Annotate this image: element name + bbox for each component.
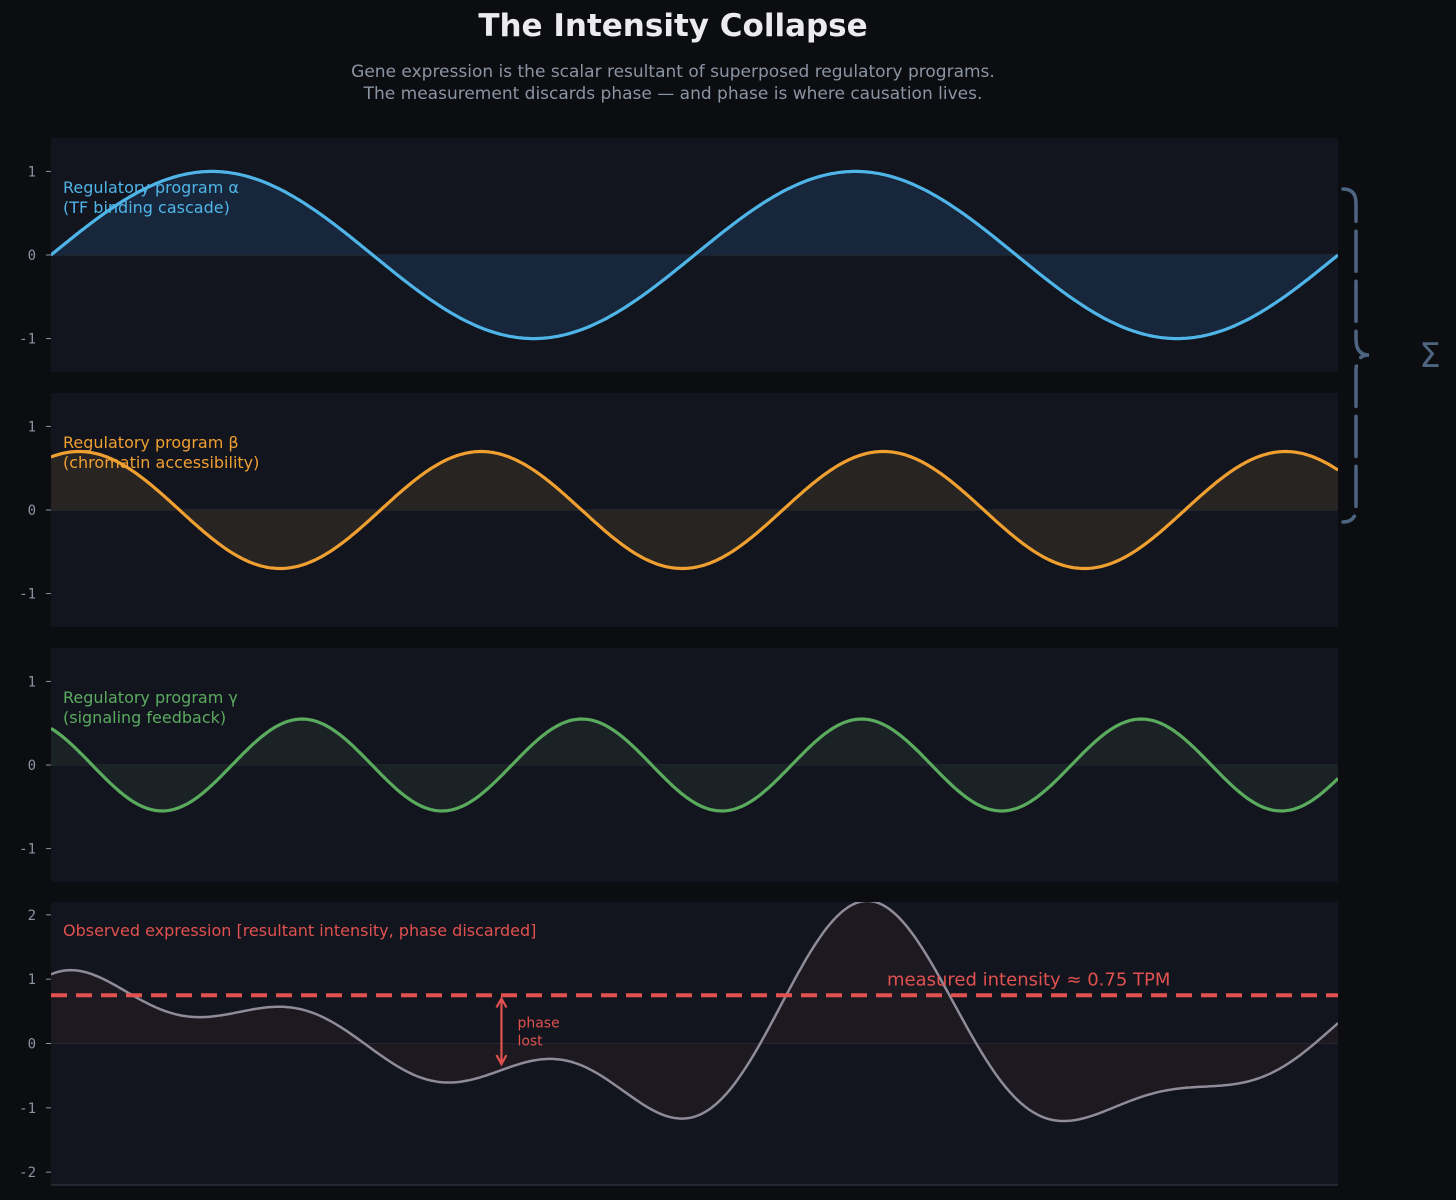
y-tick-label-observed-2: 0: [28, 1037, 36, 1053]
panel-label-alpha-1: (TF binding cascade): [63, 198, 230, 217]
y-tick-label-observed-0: 2: [28, 908, 36, 924]
phase-lost-label-1: lost: [517, 1034, 543, 1050]
panel-label-observed-0: Observed expression [resultant intensity…: [63, 921, 536, 940]
series-line-gamma: [51, 717, 1338, 813]
y-tick-label-alpha-1: 0: [28, 248, 36, 264]
measured-intensity-label: measured intensity ≈ 0.75 TPM: [887, 969, 1170, 990]
y-tick-label-alpha-0: 1: [28, 164, 36, 180]
sum-brace: [1341, 187, 1370, 524]
panel-label-beta-0: Regulatory program β: [63, 433, 239, 452]
phase-lost-arrow-head-bottom: [495, 1054, 508, 1067]
chart-subtitle-line-1: Gene expression is the scalar resultant …: [351, 62, 995, 82]
sum-symbol: Σ: [1419, 336, 1440, 376]
y-tick-label-observed-3: -1: [19, 1101, 36, 1117]
panel-gamma: 1 0 -1 Regulatory program γ(signaling feedb…: [19, 648, 1338, 882]
panel-label-gamma-1: (signaling feedback): [63, 708, 226, 727]
series-area-beta: [51, 451, 1338, 569]
panel-beta: 1 0 -1 Regulatory program β(chromatin acces…: [19, 393, 1338, 627]
phase-lost-arrow-head-top: [495, 996, 508, 1009]
series-area-observed: [51, 902, 1338, 1121]
panel-label-beta-1: (chromatin accessibility): [63, 453, 259, 472]
phase-lost-label-0: phase: [517, 1016, 559, 1032]
y-tick-label-beta-2: -1: [19, 587, 36, 603]
panel-observed: 2 1 0 -1 -2 Observed expression [resultant in…: [19, 902, 1338, 1186]
panel-label-gamma-0: Regulatory program γ: [63, 688, 238, 707]
panel-label-alpha-0: Regulatory program α: [63, 178, 239, 197]
y-tick-label-observed-4: -2: [19, 1165, 36, 1181]
chart-title: The Intensity Collapse: [478, 8, 868, 44]
series-line-observed: [51, 902, 1338, 1123]
y-tick-label-alpha-2: -1: [19, 332, 36, 348]
y-tick-label-gamma-2: -1: [19, 842, 36, 858]
y-tick-label-beta-0: 1: [28, 419, 36, 435]
y-tick-label-gamma-0: 1: [28, 674, 36, 690]
chart-subtitle-line-2: The measurement discards phase — and pha…: [363, 84, 983, 104]
series-line-alpha: [51, 169, 1338, 341]
y-tick-label-gamma-1: 0: [28, 758, 36, 774]
series-area-gamma: [51, 719, 1338, 811]
y-tick-label-observed-1: 1: [28, 972, 36, 988]
series-line-beta: [51, 449, 1338, 571]
y-tick-label-beta-1: 0: [28, 503, 36, 519]
panel-alpha: 1 0 -1 Regulatory program α(TF binding casc…: [19, 138, 1338, 372]
